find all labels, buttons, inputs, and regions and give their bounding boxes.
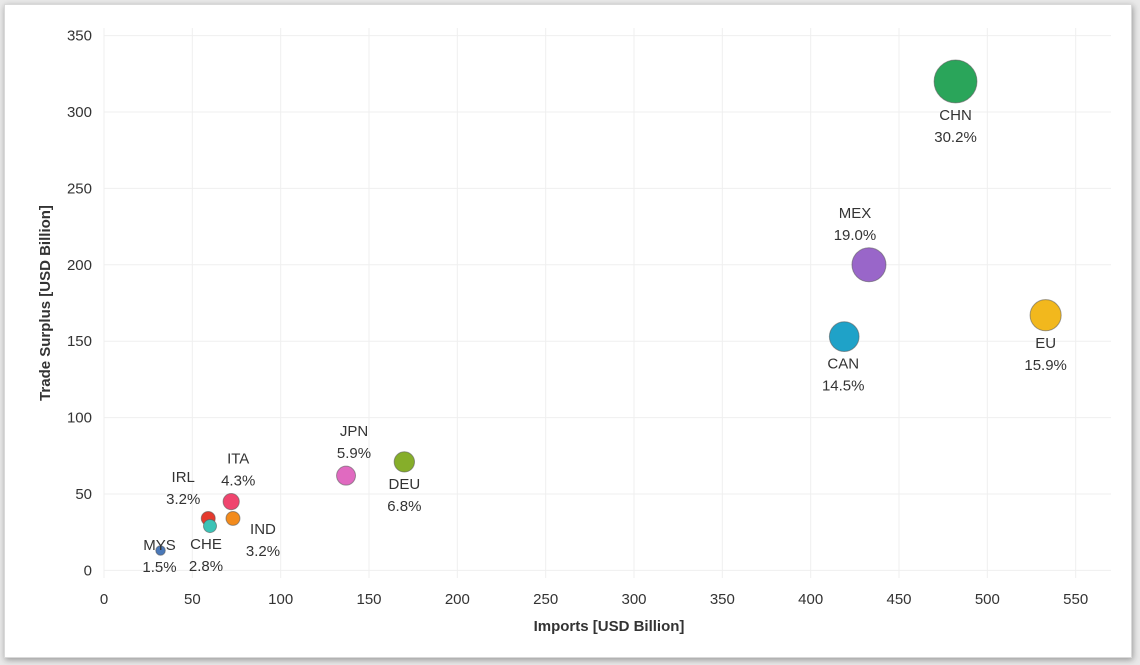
bubble-code-label: DEU (388, 476, 420, 493)
bubble-code-label: IND (250, 521, 276, 538)
bubble-share-label: 19.0% (834, 227, 877, 244)
bubble-share-label: 4.3% (221, 473, 255, 490)
y-tick-label: 50 (75, 486, 92, 503)
bubble-share-label: 15.9% (1024, 357, 1067, 374)
bubble-share-label: 2.8% (189, 558, 223, 575)
bubble-code-label: JPN (340, 423, 368, 440)
bubble-can[interactable] (828, 321, 860, 352)
y-axis-title: Trade Surplus [USD Billion] (37, 205, 54, 401)
bubble-share-label: 30.2% (934, 129, 977, 146)
bubble-share-label: 6.8% (387, 498, 421, 515)
x-tick-label: 50 (184, 591, 201, 608)
bubble-code-label: EU (1035, 335, 1056, 352)
y-tick-label: 250 (67, 180, 92, 197)
gridlines (103, 28, 1111, 578)
bubble-code-label: MYS (143, 537, 176, 554)
bubble-mys[interactable] (155, 545, 166, 556)
x-axis-title: Imports [USD Billion] (534, 618, 685, 635)
bubble-code-label: ITA (227, 451, 249, 468)
y-tick-label: 300 (67, 104, 92, 121)
x-axis-ticks: 0 50 100 150 200 250 300 350 400 450 500 550 (100, 591, 1088, 608)
x-tick-label: 450 (886, 591, 911, 608)
bubble-code-label: MEX (839, 205, 872, 222)
bubble-chn[interactable] (933, 59, 978, 104)
x-tick-label: 500 (975, 591, 1000, 608)
bubble-ind[interactable] (225, 510, 241, 526)
x-tick-label: 150 (356, 591, 381, 608)
x-tick-label: 100 (268, 591, 293, 608)
x-tick-label: 250 (533, 591, 558, 608)
bubble-share-label: 3.2% (246, 543, 280, 560)
y-tick-label: 200 (67, 257, 92, 274)
bubble-eu[interactable] (1029, 299, 1062, 332)
bubbles (155, 59, 1062, 556)
bubble-labels: CHN 30.2% MEX 19.0% EU 15.9% CAN 14.5% DEU 6.8% JP… (142, 107, 1066, 576)
y-tick-label: 150 (67, 333, 92, 350)
x-tick-label: 0 (100, 591, 108, 608)
bubble-share-label: 14.5% (822, 377, 865, 394)
bubble-jpn[interactable] (336, 465, 357, 486)
bubble-code-label: IRL (172, 469, 195, 486)
bubble-code-label: CHN (939, 107, 972, 124)
bubble-deu[interactable] (393, 451, 416, 473)
y-tick-label: 0 (84, 562, 92, 579)
x-tick-label: 350 (710, 591, 735, 608)
x-tick-label: 550 (1063, 591, 1088, 608)
x-tick-label: 400 (798, 591, 823, 608)
bubble-share-label: 5.9% (337, 445, 371, 462)
x-tick-label: 300 (621, 591, 646, 608)
bubble-code-label: CAN (827, 355, 859, 372)
bubble-code-label: CHE (190, 536, 222, 553)
x-tick-label: 200 (445, 591, 470, 608)
bubble-share-label: 3.2% (166, 491, 200, 508)
y-tick-label: 350 (67, 28, 92, 45)
bubble-ita[interactable] (222, 493, 240, 511)
bubble-che[interactable] (202, 519, 218, 534)
y-axis-ticks: 0 50 100 150 200 250 300 350 (67, 28, 92, 580)
bubble-mex[interactable] (851, 247, 887, 283)
bubble-share-label: 1.5% (142, 559, 176, 576)
y-tick-label: 100 (67, 410, 92, 427)
